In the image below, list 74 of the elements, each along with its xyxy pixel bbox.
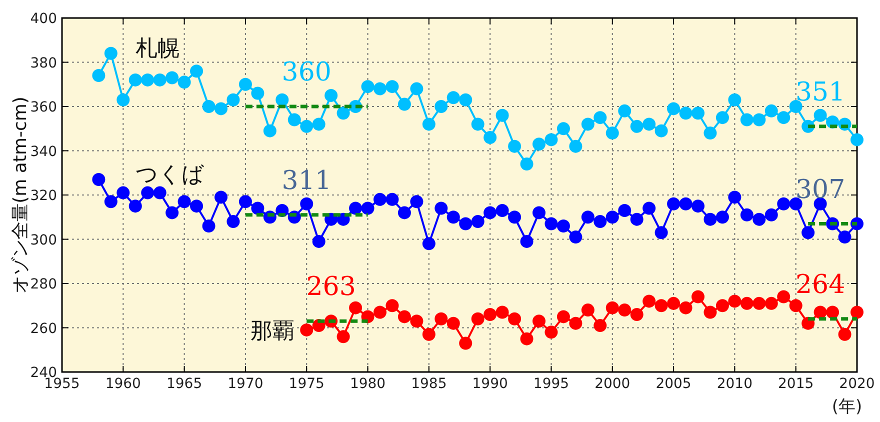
annotation: 351 — [795, 77, 846, 108]
point — [618, 304, 632, 317]
y-tick-label: 300 — [30, 232, 57, 248]
y-tick-label: 360 — [30, 100, 57, 116]
x-tick-label: 1960 — [105, 376, 141, 392]
y-tick-label: 280 — [30, 276, 57, 292]
point — [459, 336, 472, 350]
y-tick-label: 340 — [30, 144, 57, 160]
point — [679, 301, 692, 314]
y-axis-title: オゾン全量(m atm-cm) — [10, 96, 31, 294]
point — [471, 312, 484, 326]
point — [446, 316, 460, 330]
point — [850, 306, 864, 319]
y-tick-label: 260 — [30, 320, 57, 337]
point — [544, 326, 558, 339]
point — [410, 314, 424, 328]
point — [581, 304, 594, 317]
point — [569, 316, 582, 330]
point — [606, 301, 619, 314]
point — [386, 299, 399, 312]
x-tick-label: 1980 — [350, 376, 386, 392]
x-tick-label: 1965 — [166, 376, 202, 392]
point — [422, 328, 436, 341]
point — [434, 312, 448, 326]
point — [630, 308, 644, 321]
annotation: 311 — [282, 166, 332, 196]
x-axis-title: (年) — [832, 397, 862, 417]
point — [692, 290, 704, 304]
point — [336, 330, 350, 344]
point — [374, 306, 386, 319]
point — [349, 301, 362, 314]
x-tick-label: 1990 — [472, 376, 508, 392]
x-tick-label: 2005 — [656, 376, 692, 392]
x-tick-label: 1995 — [533, 376, 570, 392]
point — [496, 306, 509, 319]
point — [789, 299, 802, 312]
point — [532, 314, 546, 328]
point — [484, 308, 497, 321]
point — [642, 294, 656, 308]
point — [654, 299, 668, 312]
annotation: 264 — [795, 270, 846, 300]
point — [398, 310, 411, 324]
x-tick-label: 2010 — [716, 376, 753, 392]
point — [826, 306, 840, 319]
point — [594, 319, 607, 332]
annotation: 263 — [306, 272, 356, 302]
point — [556, 310, 570, 324]
point — [752, 296, 766, 310]
point — [838, 328, 852, 341]
y-tick-label: 320 — [30, 188, 57, 204]
series-label: 那覇 — [250, 318, 295, 344]
point — [704, 306, 717, 319]
x-tick-label: 1985 — [411, 376, 447, 392]
point — [814, 306, 827, 319]
annotation: 307 — [795, 174, 846, 205]
point — [777, 290, 790, 304]
point — [728, 294, 742, 308]
point — [520, 332, 534, 346]
y-tick-label: 380 — [30, 55, 57, 72]
x-tick-label: 2000 — [594, 376, 630, 392]
point — [764, 296, 778, 310]
y-tick-label: 400 — [30, 11, 57, 27]
series-label: つくば — [135, 162, 204, 188]
point — [508, 312, 522, 326]
x-tick-label: 1975 — [288, 376, 324, 392]
point — [716, 299, 729, 312]
point — [300, 323, 314, 336]
x-tick-label: 1970 — [228, 376, 264, 392]
annotation: 360 — [282, 58, 332, 88]
point — [740, 296, 754, 310]
series-label: 札幌 — [135, 36, 180, 62]
x-tick-label: 2020 — [839, 376, 875, 392]
x-tick-label: 2015 — [778, 376, 814, 392]
point — [667, 296, 680, 310]
